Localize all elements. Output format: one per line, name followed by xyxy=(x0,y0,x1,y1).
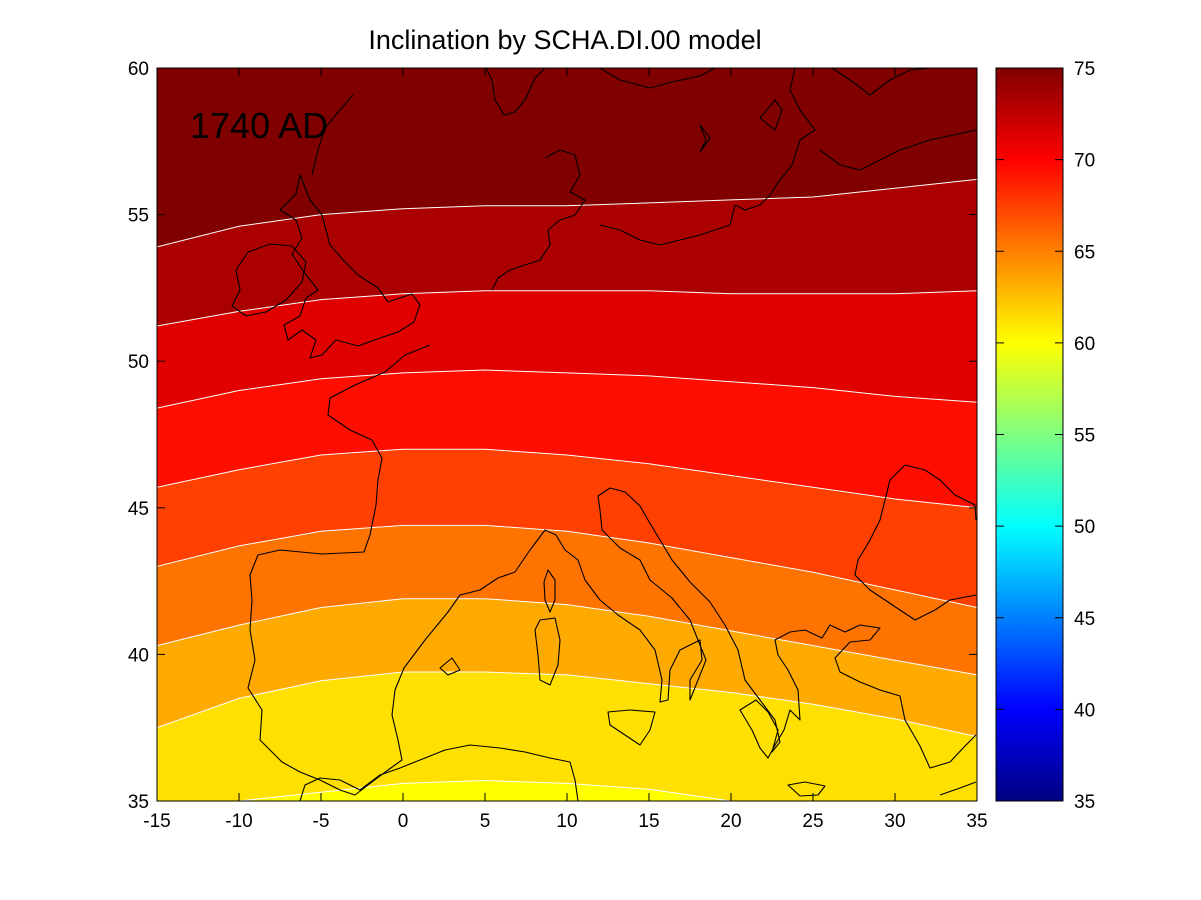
y-tick-label: 55 xyxy=(128,206,149,227)
y-tick-label: 45 xyxy=(128,499,149,520)
isoline xyxy=(157,671,977,737)
coastline-ireland xyxy=(231,243,307,317)
y-tick-label: 35 xyxy=(128,792,149,813)
coastline-corsica-sardinia xyxy=(534,569,561,686)
x-tick-label: -5 xyxy=(313,811,330,832)
colorbar-tick-label: 55 xyxy=(1074,426,1095,447)
x-tick-label: 10 xyxy=(556,811,577,832)
x-tick-label: -10 xyxy=(225,811,252,832)
y-tick-label: 40 xyxy=(128,645,149,666)
coastline-balearic xyxy=(439,657,461,676)
y-tick-label: 50 xyxy=(128,352,149,373)
map-title: Inclination by SCHA.DI.00 model xyxy=(368,25,761,55)
x-tick-label: 30 xyxy=(884,811,905,832)
x-tick-label: 35 xyxy=(966,811,987,832)
x-axis: -15 -10 -5 0 5 10 15 20 25 30 35 xyxy=(143,68,988,832)
colorbar-tick-label: 75 xyxy=(1074,59,1095,80)
colorbar: 35 40 45 50 55 60 65 70 75 xyxy=(995,59,1095,813)
x-tick-label: 20 xyxy=(720,811,741,832)
coastline-crete-cyprus xyxy=(787,781,977,797)
coastline-north-africa xyxy=(299,744,579,801)
colorbar-tick-label: 70 xyxy=(1074,151,1095,172)
coastline-continent-west xyxy=(247,94,977,796)
x-tick-label: 25 xyxy=(802,811,823,832)
colorbar-tick-label: 45 xyxy=(1074,609,1095,630)
colorbar-tick-label: 50 xyxy=(1074,517,1095,538)
colorbar-gradient xyxy=(995,67,1064,802)
isoline xyxy=(232,779,735,801)
y-axis: 35 40 45 50 55 60 xyxy=(128,59,977,813)
x-tick-label: -15 xyxy=(143,811,170,832)
isoline xyxy=(157,290,977,327)
colorbar-tick-label: 60 xyxy=(1074,334,1095,355)
isoline xyxy=(157,598,977,676)
x-tick-label: 0 xyxy=(398,811,409,832)
coastlines xyxy=(231,68,977,801)
colorbar-tick-label: 35 xyxy=(1074,792,1095,813)
coastline-baltic-east xyxy=(599,68,977,246)
inclination-isolines xyxy=(157,178,977,801)
map-plot-area: 1740 AD -15 -10 -5 0 5 10 15 20 25 30 35 35 40 45 50 5… xyxy=(128,59,988,832)
coastline-sicily xyxy=(607,709,656,746)
colorbar-ticks: 35 40 45 50 55 60 65 70 75 xyxy=(996,59,1095,813)
inclination-bands xyxy=(157,68,977,801)
isoline xyxy=(157,524,977,608)
epoch-label: 1740 AD xyxy=(190,105,328,146)
x-tick-label: 5 xyxy=(480,811,491,832)
colorbar-tick-label: 40 xyxy=(1074,700,1095,721)
x-tick-label: 15 xyxy=(638,811,659,832)
coastline-scandinavia xyxy=(485,68,816,291)
y-tick-label: 60 xyxy=(128,59,149,80)
isoline xyxy=(157,448,977,509)
colorbar-tick-label: 65 xyxy=(1074,242,1095,263)
coastline-britain xyxy=(279,174,421,359)
isoline xyxy=(157,369,977,409)
